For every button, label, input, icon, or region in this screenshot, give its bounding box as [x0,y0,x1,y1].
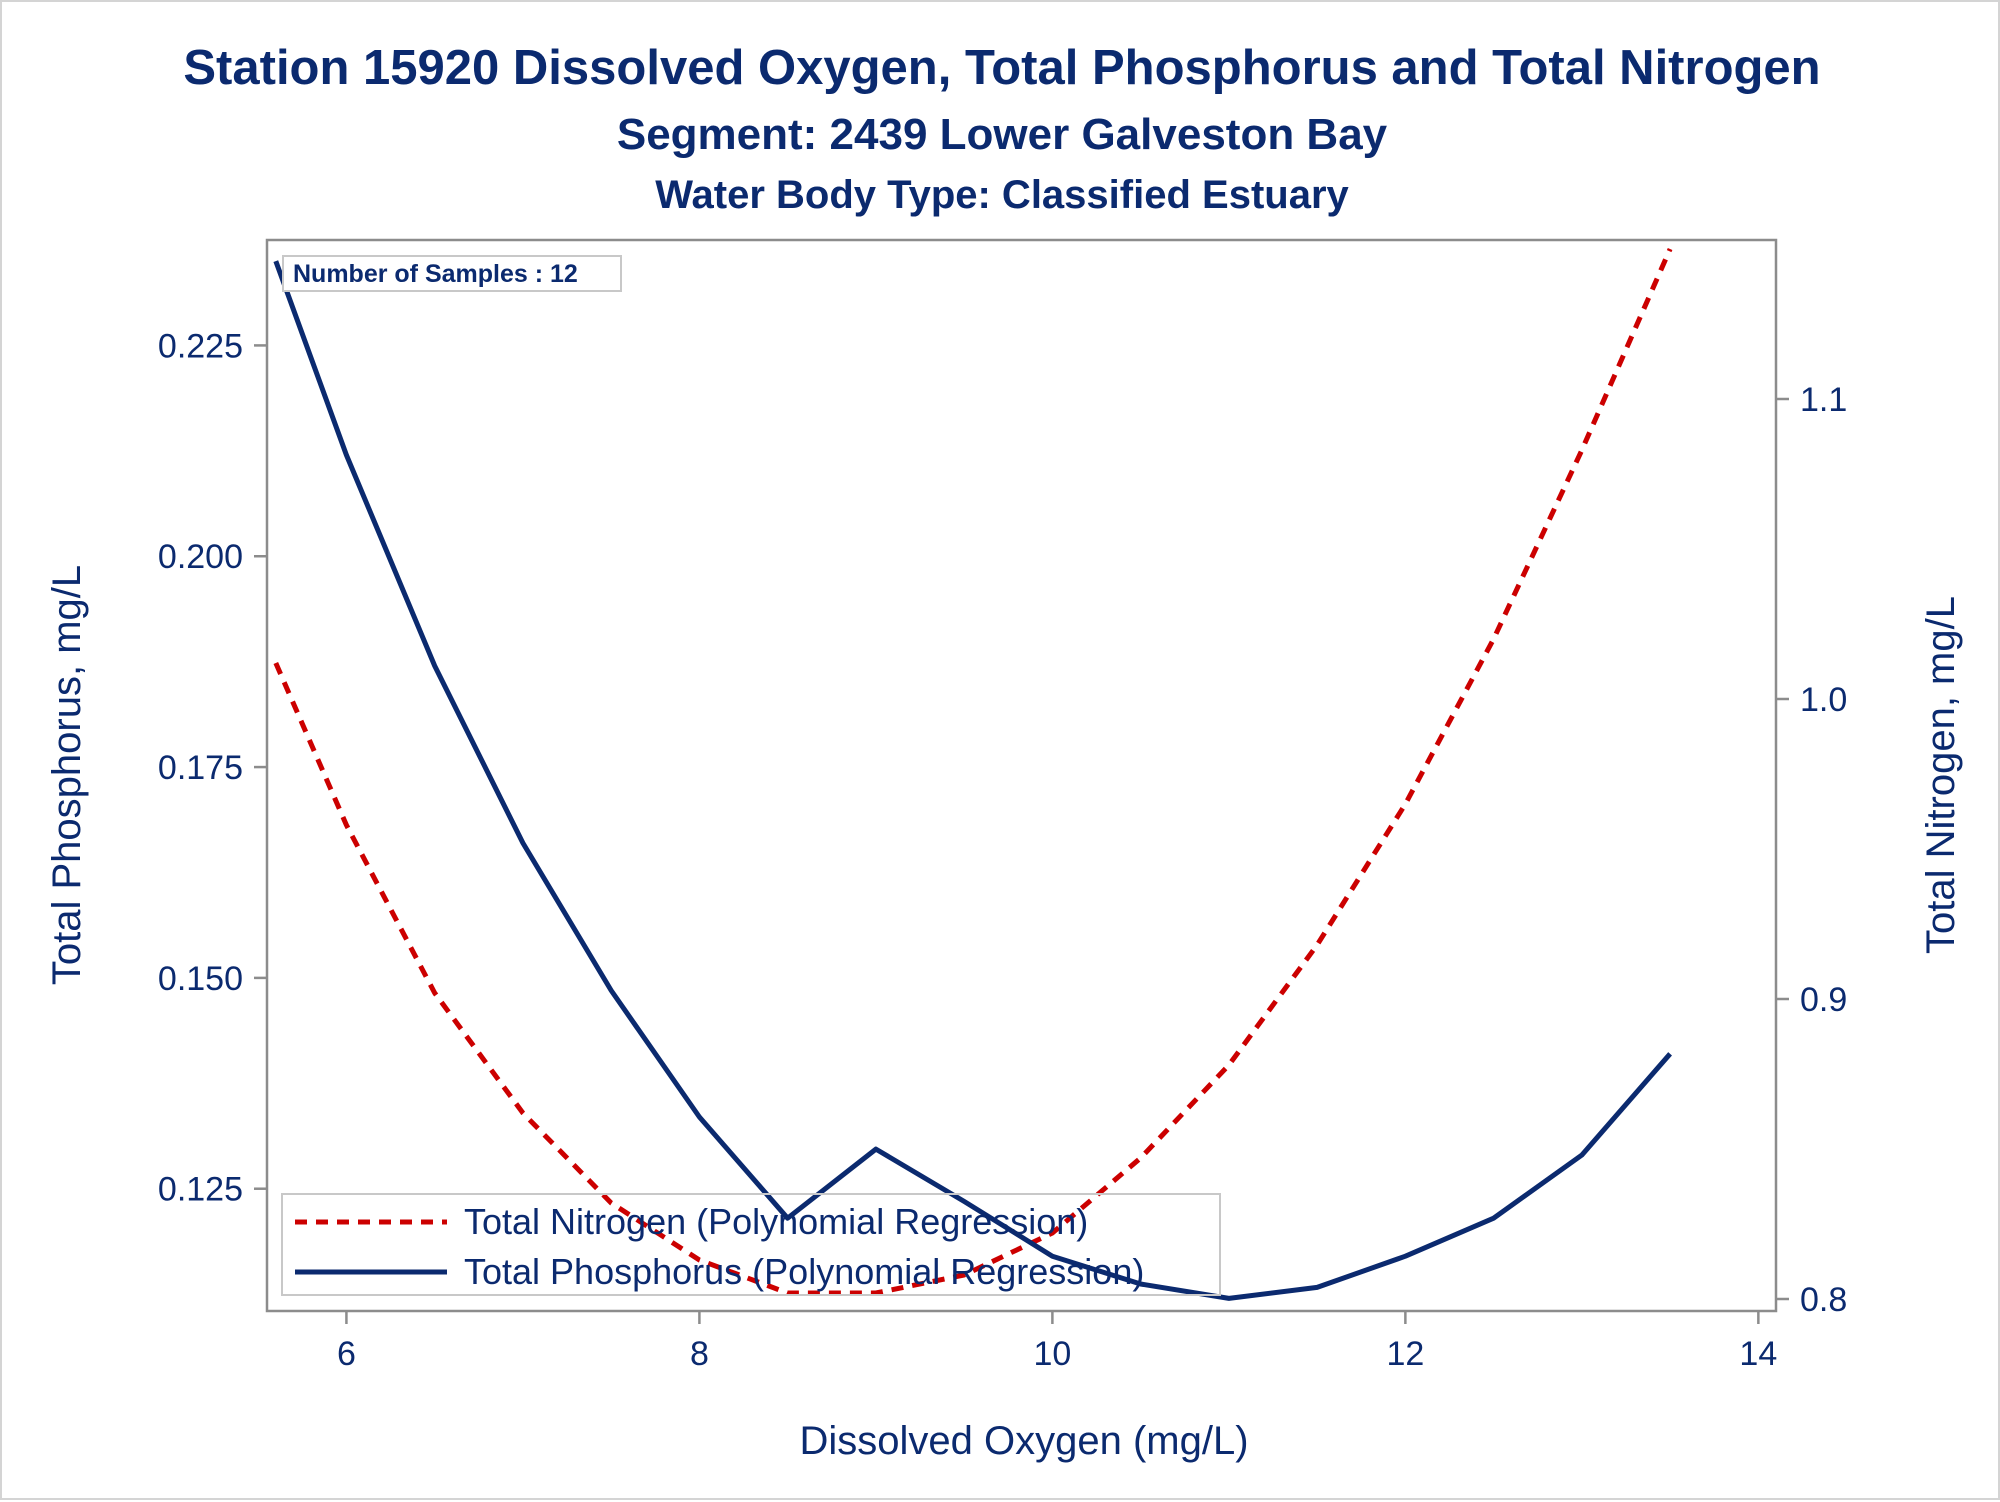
y-tick-label: 0.125 [158,1171,243,1209]
chart-title: Station 15920 Dissolved Oxygen, Total Ph… [183,41,1820,95]
legend-box [281,1193,1221,1296]
y2-tick-label: 0.9 [1800,981,1847,1019]
y-tick-label: 0.200 [158,538,243,576]
legend-nitrogen-label: Total Nitrogen (Polynomial Regression) [464,1201,1088,1242]
y-tick-label: 0.175 [158,749,243,787]
y-axis-label: Total Phosphorus, mg/L [45,565,89,985]
chart-subtitle: Segment: 2439 Lower Galveston Bay [617,110,1388,159]
y2-tick-label: 1.1 [1800,381,1847,419]
x-axis-label: Dissolved Oxygen (mg/L) [799,1419,1248,1463]
annotation-box [282,255,622,292]
y2-tick-label: 1.0 [1800,681,1847,719]
x-tick-label: 10 [1033,1335,1071,1373]
legend: Total Nitrogen (Polynomial Regression) To… [281,1193,1221,1296]
phosphorus-series-line [273,260,1672,1301]
nitrogen-series-line [273,247,1673,1296]
y-tick-label: 0.150 [158,960,243,998]
x-tick-label: 6 [337,1335,356,1373]
y-axis-left: 0.125 0.150 0.175 0.200 0.225 [158,327,267,1209]
y2-tick-label: 0.8 [1800,1281,1847,1319]
y2-axis-label: Total Nitrogen, mg/L [1919,596,1963,954]
sample-count-annotation: Number of Samples : 12 [282,255,622,292]
series-layer [273,247,1673,1301]
y-axis-right: 0.8 0.9 1.0 1.1 [1776,381,1847,1319]
x-tick-label: 12 [1386,1335,1424,1373]
chart-subtitle-2: Water Body Type: Classified Estuary [655,173,1349,217]
x-axis: 6 8 10 12 14 [337,1311,1777,1373]
x-tick-label: 8 [690,1335,709,1373]
legend-phosphorus-label: Total Phosphorus (Polynomial Regression) [464,1251,1144,1292]
plot-area [265,238,1778,1313]
x-tick-label: 14 [1739,1335,1777,1373]
y-tick-label: 0.225 [158,327,243,365]
annotation-text: Number of Samples : 12 [293,260,578,288]
